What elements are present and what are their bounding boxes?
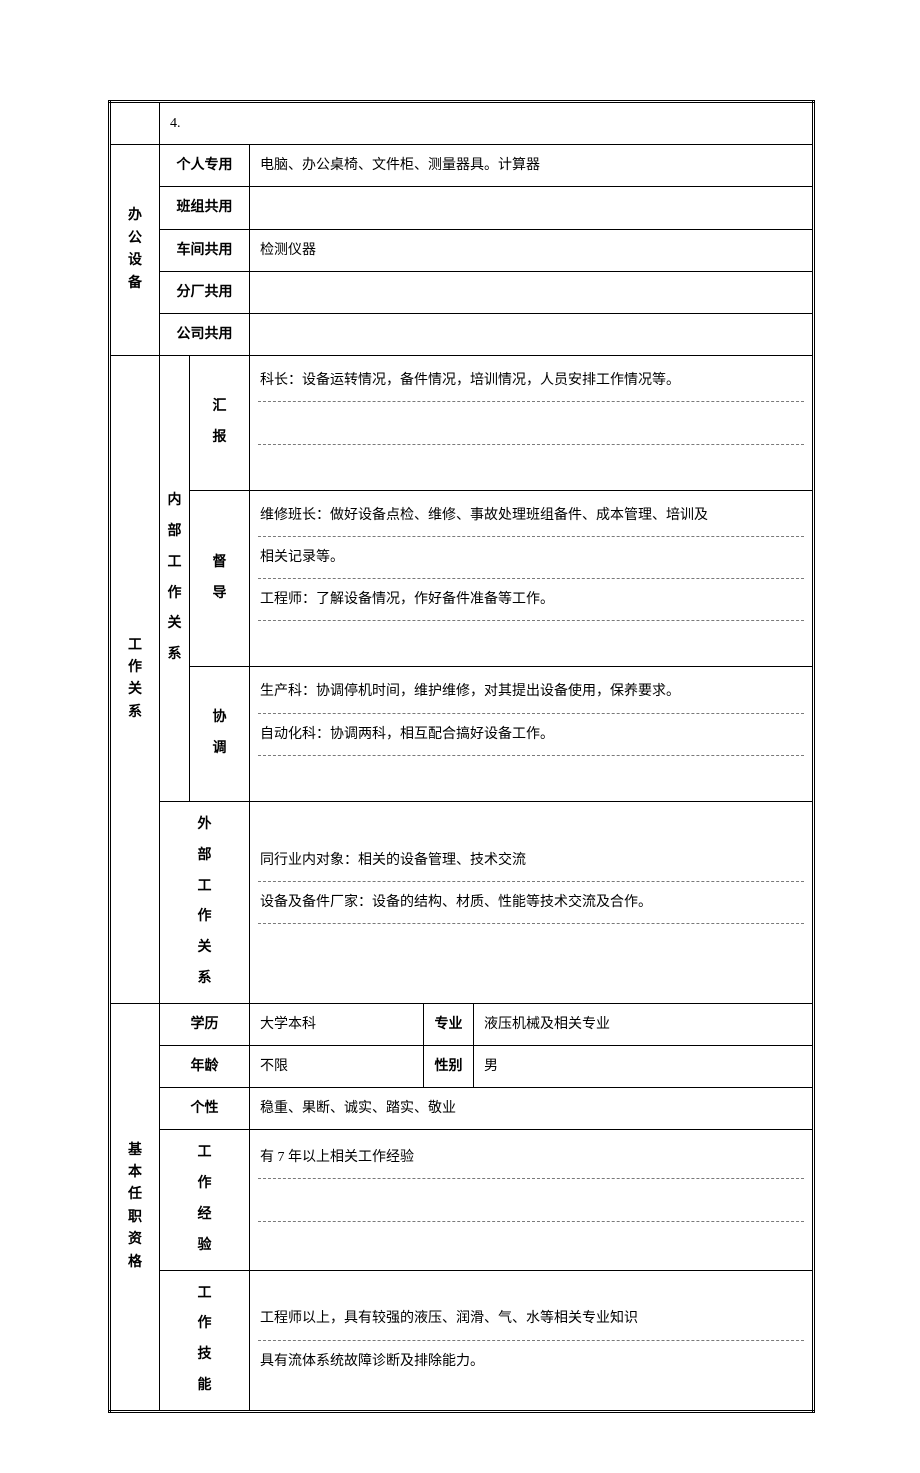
external-label-text: 外部工作关系 [198, 817, 212, 986]
supervise-content: 维修班长：做好设备点检、维修、事故处理班组备件、成本管理、培训及 相关记录等。 … [250, 490, 814, 667]
personal-label: 个人专用 [160, 145, 250, 187]
skill-label: 工作技能 [160, 1270, 250, 1411]
gender-value: 男 [474, 1045, 814, 1087]
report-line2 [258, 402, 804, 444]
age-value: 不限 [250, 1045, 424, 1087]
skill-line2: 具有流体系统故障诊断及排除能力。 [258, 1341, 804, 1382]
company-label: 公司共用 [160, 313, 250, 355]
coord-line1: 生产科：协调停机时间，维护维修，对其提出设备使用，保养要求。 [258, 671, 804, 713]
coord-label-text: 协调 [213, 710, 227, 756]
education-label: 学历 [160, 1003, 250, 1045]
row0-item4: 4. [160, 102, 814, 145]
experience-line3 [258, 1222, 804, 1263]
personal-value: 电脑、办公桌椅、文件柜、测量器具。计算器 [250, 145, 814, 187]
report-line3 [258, 445, 804, 486]
internal-label-text: 内部工作关系 [168, 493, 182, 662]
experience-content: 有 7 年以上相关工作经验 [250, 1130, 814, 1270]
major-label: 专业 [424, 1003, 474, 1045]
team-label: 班组共用 [160, 187, 250, 229]
work-relation-header-text: 工作关系 [113, 635, 157, 725]
external-line3 [258, 924, 804, 965]
skill-line1: 工程师以上，具有较强的液压、润滑、气、水等相关专业知识 [258, 1298, 804, 1340]
experience-label-text: 工作经验 [198, 1145, 212, 1252]
office-equipment-header: 办公设备 [110, 145, 160, 356]
coord-line3 [258, 756, 804, 797]
experience-label: 工作经验 [160, 1130, 250, 1270]
external-label: 外部工作关系 [160, 802, 250, 1004]
coord-content: 生产科：协调停机时间，维护维修，对其提出设备使用，保养要求。 自动化科：协调两科… [250, 667, 814, 802]
row0-blank [110, 102, 160, 145]
external-content: 同行业内对象：相关的设备管理、技术交流 设备及备件厂家：设备的结构、材质、性能等… [250, 802, 814, 1004]
work-relation-header: 工作关系 [110, 356, 160, 1004]
branch-label: 分厂共用 [160, 271, 250, 313]
report-line1: 科长：设备运转情况，备件情况，培训情况，人员安排工作情况等。 [258, 360, 804, 402]
skill-content: 工程师以上，具有较强的液压、润滑、气、水等相关专业知识 具有流体系统故障诊断及排… [250, 1270, 814, 1411]
experience-line1: 有 7 年以上相关工作经验 [258, 1137, 804, 1179]
age-label: 年龄 [160, 1045, 250, 1087]
supervise-line2: 相关记录等。 [258, 537, 804, 579]
major-value: 液压机械及相关专业 [474, 1003, 814, 1045]
workshop-label: 车间共用 [160, 229, 250, 271]
education-value: 大学本科 [250, 1003, 424, 1045]
qualification-header-text: 基本任职资格 [113, 1140, 157, 1274]
gender-label: 性别 [424, 1045, 474, 1087]
coord-label: 协调 [190, 667, 250, 802]
report-content: 科长：设备运转情况，备件情况，培训情况，人员安排工作情况等。 [250, 356, 814, 491]
external-line1: 同行业内对象：相关的设备管理、技术交流 [258, 840, 804, 882]
supervise-label-text: 督导 [213, 555, 227, 601]
supervise-label: 督导 [190, 490, 250, 667]
company-value [250, 313, 814, 355]
experience-line2 [258, 1179, 804, 1221]
supervise-line1: 维修班长：做好设备点检、维修、事故处理班组备件、成本管理、培训及 [258, 495, 804, 537]
external-line2: 设备及备件厂家：设备的结构、材质、性能等技术交流及合作。 [258, 882, 804, 924]
supervise-line3: 工程师：了解设备情况，作好备件准备等工作。 [258, 579, 804, 621]
branch-value [250, 271, 814, 313]
personality-label: 个性 [160, 1088, 250, 1130]
workshop-value: 检测仪器 [250, 229, 814, 271]
office-equipment-header-text: 办公设备 [113, 205, 157, 295]
document-table: 4. 办公设备 个人专用 电脑、办公桌椅、文件柜、测量器具。计算器 班组共用 车… [108, 100, 815, 1413]
personality-value: 稳重、果断、诚实、踏实、敬业 [250, 1088, 814, 1130]
team-value [250, 187, 814, 229]
coord-line2: 自动化科：协调两科，相互配合搞好设备工作。 [258, 714, 804, 756]
report-label: 汇报 [190, 356, 250, 491]
internal-label: 内部工作关系 [160, 356, 190, 802]
supervise-line4 [258, 621, 804, 662]
report-label-text: 汇报 [213, 399, 227, 445]
qualification-header: 基本任职资格 [110, 1003, 160, 1411]
